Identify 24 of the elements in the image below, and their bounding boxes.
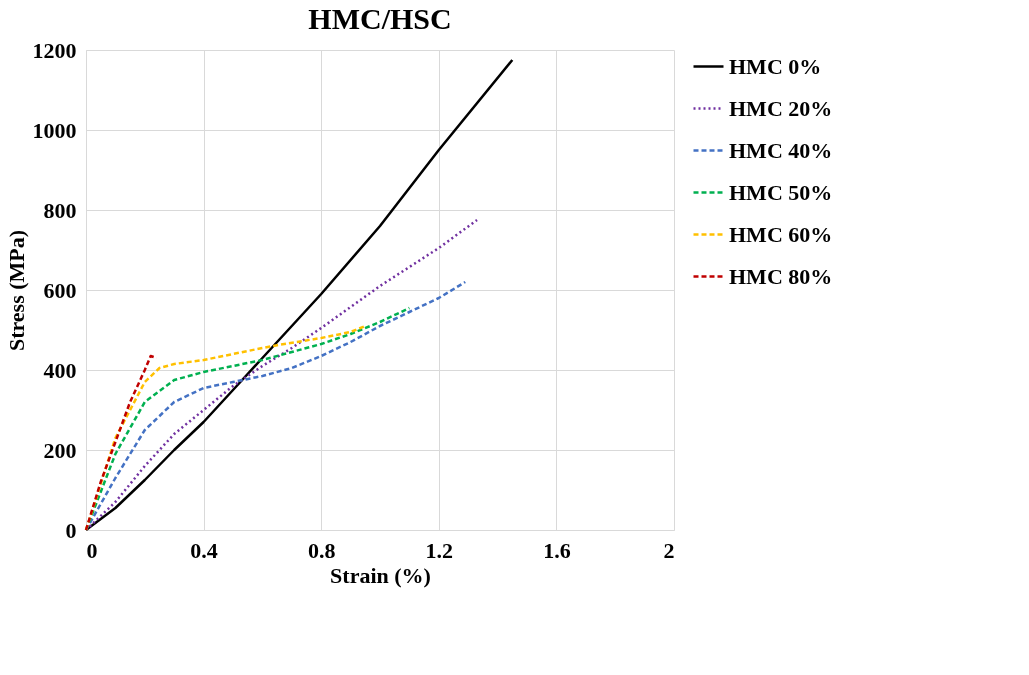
y-tick-label: 1000 xyxy=(32,117,77,143)
legend-label: HMC 40% xyxy=(729,137,833,163)
line-series xyxy=(84,218,479,532)
legend-label: HMC 0% xyxy=(729,53,822,79)
legend-label: HMC 50% xyxy=(729,179,833,205)
x-tick-label: 0 xyxy=(86,537,98,563)
y-tick-label: 1200 xyxy=(32,37,77,63)
y-tick-label: 600 xyxy=(43,277,77,303)
legend-label: HMC 60% xyxy=(729,221,833,247)
line-series xyxy=(84,306,411,532)
y-tick-label: 0 xyxy=(65,517,77,543)
x-tick-label: 0.4 xyxy=(190,537,218,563)
x-tick-label: 1.6 xyxy=(543,537,571,563)
x-axis-title: Strain (%) xyxy=(330,562,431,588)
y-tick-label: 200 xyxy=(43,437,77,463)
x-tick-label: 2 xyxy=(663,537,675,563)
y-axis-title: Stress (MPa) xyxy=(3,229,29,352)
y-tick-label: 800 xyxy=(43,197,77,223)
legend-label: HMC 80% xyxy=(729,263,833,289)
chart-title: HMC/HSC xyxy=(308,2,452,35)
x-tick-label: 1.2 xyxy=(425,537,454,563)
x-tick-label: 0.8 xyxy=(307,537,336,563)
y-tick-label: 400 xyxy=(43,357,77,383)
legend-label: HMC 20% xyxy=(729,95,833,121)
